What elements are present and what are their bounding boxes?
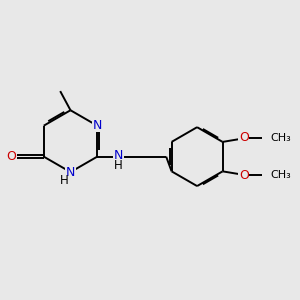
Text: N: N — [66, 166, 75, 179]
Text: H: H — [60, 174, 68, 188]
Text: O: O — [6, 150, 16, 163]
Text: N: N — [114, 149, 123, 162]
Text: CH₃: CH₃ — [270, 134, 291, 143]
Text: O: O — [239, 169, 249, 182]
Text: H: H — [114, 159, 123, 172]
Text: N: N — [93, 118, 102, 132]
Text: O: O — [239, 131, 249, 144]
Text: CH₃: CH₃ — [270, 170, 291, 180]
